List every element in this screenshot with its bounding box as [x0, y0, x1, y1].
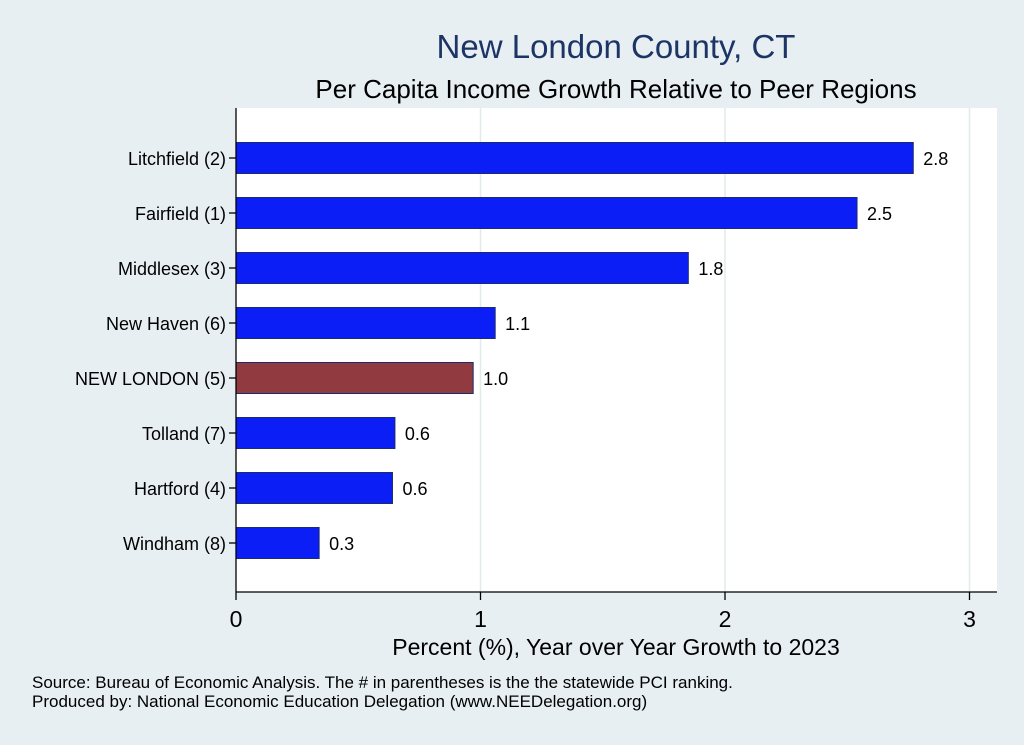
x-tick-label: 0 [230, 606, 243, 632]
value-label: 0.6 [402, 479, 427, 499]
bar [235, 307, 496, 339]
value-label: 2.8 [923, 149, 948, 169]
x-tick-label: 1 [474, 606, 487, 632]
value-label: 1.1 [505, 314, 530, 334]
bar [235, 527, 320, 559]
category-label: Hartford (4) [134, 479, 226, 499]
x-axis-label: Percent (%), Year over Year Growth to 20… [392, 634, 840, 660]
category-label: Windham (8) [123, 534, 226, 554]
category-label: NEW LONDON (5) [75, 369, 226, 389]
category-label: Middlesex (3) [118, 259, 226, 279]
value-label: 1.0 [483, 369, 508, 389]
bar [235, 472, 393, 504]
plot-area [236, 108, 997, 592]
x-tick-label: 2 [719, 606, 732, 632]
bar [235, 142, 914, 174]
category-label: Tolland (7) [142, 424, 226, 444]
category-label: Litchfield (2) [128, 149, 226, 169]
value-label: 0.6 [405, 424, 430, 444]
produced-by-note: Produced by: National Economic Education… [32, 692, 648, 711]
chart-subtitle: Per Capita Income Growth Relative to Pee… [315, 74, 916, 104]
bar [235, 252, 689, 284]
bar [235, 197, 858, 229]
value-label: 0.3 [329, 534, 354, 554]
category-label: Fairfield (1) [135, 204, 226, 224]
bar [235, 362, 474, 394]
value-label: 2.5 [867, 204, 892, 224]
value-label: 1.8 [698, 259, 723, 279]
category-label: New Haven (6) [106, 314, 226, 334]
x-tick-label: 3 [963, 606, 976, 632]
source-note: Source: Bureau of Economic Analysis. The… [32, 673, 733, 692]
bar [235, 417, 396, 449]
chart-title: New London County, CT [437, 28, 796, 65]
